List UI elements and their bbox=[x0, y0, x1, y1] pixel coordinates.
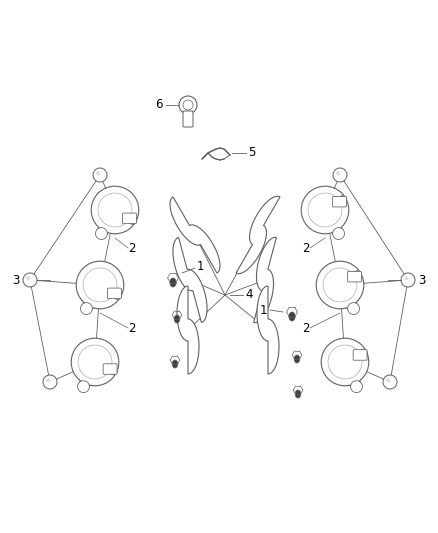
Circle shape bbox=[333, 168, 347, 182]
Circle shape bbox=[332, 228, 345, 239]
Polygon shape bbox=[318, 206, 343, 236]
Text: 3: 3 bbox=[13, 273, 20, 287]
FancyBboxPatch shape bbox=[103, 364, 117, 374]
Text: 2: 2 bbox=[128, 321, 135, 335]
Circle shape bbox=[404, 276, 408, 280]
Text: 3: 3 bbox=[418, 273, 425, 287]
Circle shape bbox=[128, 216, 137, 224]
Text: 5: 5 bbox=[248, 147, 255, 159]
Ellipse shape bbox=[172, 360, 178, 368]
Ellipse shape bbox=[174, 315, 180, 323]
Ellipse shape bbox=[289, 312, 295, 321]
Ellipse shape bbox=[295, 390, 301, 398]
Text: 2: 2 bbox=[128, 241, 135, 254]
Circle shape bbox=[96, 171, 100, 175]
Ellipse shape bbox=[170, 278, 176, 287]
Circle shape bbox=[71, 338, 119, 386]
Circle shape bbox=[93, 168, 107, 182]
Circle shape bbox=[348, 303, 360, 314]
Text: 2: 2 bbox=[303, 321, 310, 335]
Polygon shape bbox=[236, 196, 280, 274]
Circle shape bbox=[26, 276, 30, 280]
Circle shape bbox=[43, 375, 57, 389]
Circle shape bbox=[78, 381, 89, 393]
Circle shape bbox=[359, 349, 367, 358]
Circle shape bbox=[46, 378, 50, 382]
Circle shape bbox=[113, 291, 122, 300]
Text: 4: 4 bbox=[245, 288, 252, 302]
Circle shape bbox=[383, 375, 397, 389]
Circle shape bbox=[353, 271, 362, 279]
Circle shape bbox=[23, 273, 37, 287]
FancyBboxPatch shape bbox=[353, 350, 367, 360]
Polygon shape bbox=[170, 197, 220, 273]
Text: 2: 2 bbox=[303, 241, 310, 254]
Text: 1: 1 bbox=[197, 260, 205, 272]
FancyBboxPatch shape bbox=[332, 197, 346, 207]
FancyBboxPatch shape bbox=[183, 111, 193, 127]
Circle shape bbox=[76, 261, 124, 309]
Circle shape bbox=[95, 228, 107, 239]
Circle shape bbox=[109, 366, 117, 375]
Ellipse shape bbox=[294, 355, 300, 363]
Polygon shape bbox=[257, 286, 279, 374]
FancyBboxPatch shape bbox=[347, 271, 361, 282]
Circle shape bbox=[316, 261, 364, 309]
Circle shape bbox=[179, 96, 197, 114]
Polygon shape bbox=[79, 359, 102, 389]
Circle shape bbox=[91, 186, 139, 234]
Polygon shape bbox=[173, 238, 207, 322]
FancyBboxPatch shape bbox=[107, 288, 121, 298]
Circle shape bbox=[401, 273, 415, 287]
Circle shape bbox=[321, 338, 369, 386]
Text: 1: 1 bbox=[259, 303, 267, 317]
Polygon shape bbox=[97, 206, 122, 236]
Polygon shape bbox=[254, 237, 276, 322]
Polygon shape bbox=[177, 286, 199, 374]
Circle shape bbox=[338, 196, 347, 204]
FancyBboxPatch shape bbox=[123, 213, 136, 223]
Polygon shape bbox=[338, 359, 361, 389]
Text: 6: 6 bbox=[155, 99, 163, 111]
Circle shape bbox=[350, 381, 363, 393]
Polygon shape bbox=[333, 281, 358, 311]
Circle shape bbox=[336, 171, 340, 175]
Circle shape bbox=[81, 303, 92, 314]
Polygon shape bbox=[202, 148, 230, 160]
Circle shape bbox=[301, 186, 349, 234]
Polygon shape bbox=[82, 281, 106, 311]
Circle shape bbox=[386, 378, 390, 382]
